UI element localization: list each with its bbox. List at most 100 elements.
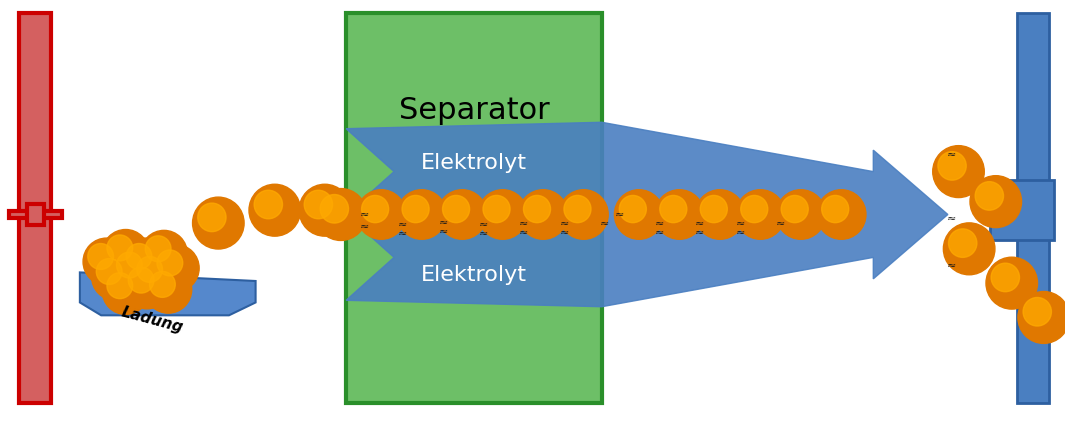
Text: ≈: ≈	[776, 219, 785, 229]
Text: ≈: ≈	[479, 220, 488, 230]
Ellipse shape	[478, 190, 527, 239]
Ellipse shape	[193, 197, 244, 249]
Ellipse shape	[321, 194, 348, 223]
Ellipse shape	[976, 181, 1003, 210]
Ellipse shape	[198, 203, 226, 232]
Bar	[346, 13, 602, 403]
Text: ≈: ≈	[398, 229, 407, 239]
Text: ≈: ≈	[655, 219, 663, 229]
Ellipse shape	[695, 190, 744, 239]
Ellipse shape	[615, 190, 663, 239]
Ellipse shape	[121, 238, 168, 285]
Text: ≈: ≈	[736, 227, 744, 238]
Ellipse shape	[116, 252, 143, 278]
Ellipse shape	[397, 190, 446, 239]
Text: Separator: Separator	[398, 96, 550, 125]
Bar	[9, 211, 62, 218]
Ellipse shape	[299, 184, 350, 236]
Text: Elektrolyt: Elektrolyt	[421, 265, 527, 284]
Ellipse shape	[970, 176, 1021, 227]
Ellipse shape	[362, 196, 389, 223]
Bar	[27, 204, 44, 225]
Ellipse shape	[992, 263, 1019, 292]
Text: ≈: ≈	[479, 229, 488, 239]
Ellipse shape	[149, 272, 176, 297]
Ellipse shape	[524, 196, 551, 223]
Ellipse shape	[141, 230, 187, 278]
Ellipse shape	[741, 196, 768, 223]
Text: ≈: ≈	[736, 219, 744, 229]
Ellipse shape	[145, 266, 192, 313]
Ellipse shape	[315, 188, 366, 240]
Text: Ladung: Ladung	[119, 304, 185, 335]
Ellipse shape	[87, 244, 114, 269]
Text: ≈: ≈	[520, 219, 528, 229]
Text: ≈: ≈	[655, 227, 663, 238]
Ellipse shape	[933, 146, 984, 197]
Ellipse shape	[157, 250, 183, 276]
Ellipse shape	[106, 235, 133, 261]
Ellipse shape	[938, 151, 966, 180]
Ellipse shape	[559, 190, 608, 239]
Ellipse shape	[83, 238, 130, 285]
Ellipse shape	[96, 259, 122, 284]
Ellipse shape	[944, 223, 995, 275]
Ellipse shape	[112, 247, 159, 294]
Ellipse shape	[357, 190, 406, 239]
Ellipse shape	[655, 190, 704, 239]
Ellipse shape	[1023, 297, 1051, 326]
Bar	[19, 13, 51, 403]
Ellipse shape	[255, 190, 282, 219]
Ellipse shape	[782, 196, 808, 223]
Bar	[1017, 13, 1049, 403]
Ellipse shape	[986, 257, 1037, 309]
Ellipse shape	[438, 190, 487, 239]
Text: ≈: ≈	[520, 227, 528, 238]
Ellipse shape	[132, 251, 179, 298]
Text: ≈: ≈	[695, 219, 704, 229]
Ellipse shape	[106, 273, 133, 299]
Ellipse shape	[128, 267, 154, 293]
Ellipse shape	[949, 229, 977, 257]
Ellipse shape	[92, 253, 138, 300]
Text: ≈: ≈	[695, 227, 704, 238]
Text: ≈: ≈	[947, 261, 955, 271]
Ellipse shape	[249, 184, 300, 236]
Text: ≈: ≈	[360, 222, 368, 233]
Ellipse shape	[443, 196, 470, 223]
Polygon shape	[346, 122, 948, 307]
Text: ≈: ≈	[947, 214, 955, 224]
Ellipse shape	[620, 196, 646, 223]
Ellipse shape	[152, 245, 199, 292]
Ellipse shape	[1018, 292, 1065, 343]
Text: ≈: ≈	[560, 219, 569, 229]
Ellipse shape	[136, 257, 163, 282]
Text: ≈: ≈	[560, 227, 569, 238]
Polygon shape	[80, 272, 256, 315]
Bar	[990, 180, 1054, 240]
Ellipse shape	[124, 262, 170, 309]
Text: ≈: ≈	[398, 220, 407, 230]
Ellipse shape	[126, 244, 152, 269]
Ellipse shape	[776, 190, 825, 239]
Text: Elektrolyt: Elektrolyt	[421, 153, 527, 173]
Text: ≈: ≈	[947, 149, 955, 160]
Ellipse shape	[736, 190, 785, 239]
Ellipse shape	[519, 190, 568, 239]
Ellipse shape	[660, 196, 687, 223]
Ellipse shape	[817, 190, 866, 239]
Ellipse shape	[822, 196, 849, 223]
Ellipse shape	[403, 196, 429, 223]
Text: ≈: ≈	[439, 227, 447, 237]
Text: ≈: ≈	[360, 209, 368, 220]
Ellipse shape	[102, 230, 149, 277]
Ellipse shape	[564, 196, 591, 223]
Text: ≈: ≈	[616, 209, 624, 220]
Ellipse shape	[701, 196, 727, 223]
Ellipse shape	[145, 236, 171, 262]
Ellipse shape	[484, 196, 510, 223]
Text: ≈: ≈	[601, 219, 609, 229]
Ellipse shape	[102, 267, 149, 314]
Text: ≈: ≈	[439, 218, 447, 228]
Ellipse shape	[305, 190, 332, 219]
